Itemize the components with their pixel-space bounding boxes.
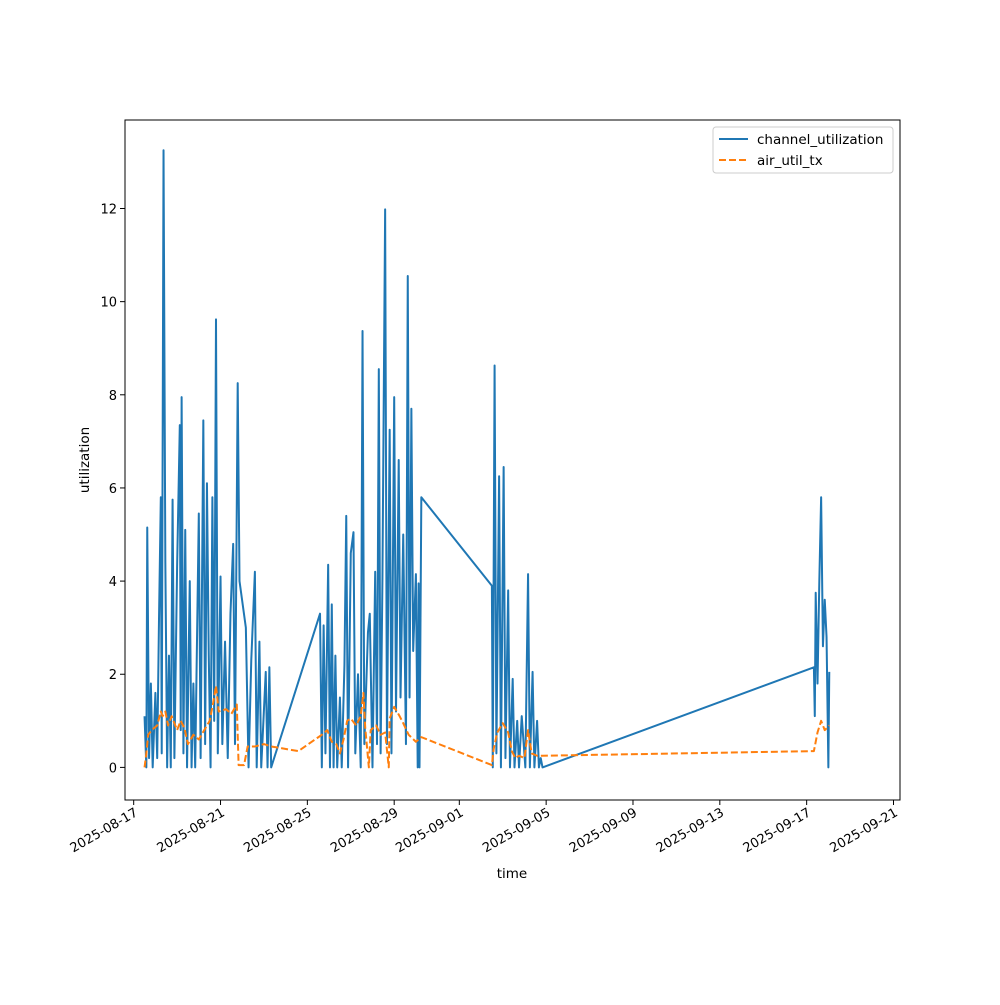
legend-label-air-util-tx: air_util_tx xyxy=(757,153,823,169)
series-line-channel-utilization xyxy=(143,149,831,769)
y-tick-label: 8 xyxy=(109,389,117,404)
x-axis-label: time xyxy=(497,866,528,882)
series-line-air-util-tx xyxy=(143,684,830,769)
plot-frame xyxy=(124,119,901,801)
y-axis: 0 2 4 6 8 10 12 xyxy=(100,202,125,776)
legend: channel_utilization air_util_tx xyxy=(712,126,894,174)
series-layer xyxy=(143,149,831,769)
y-tick-label: 2 xyxy=(109,668,117,683)
legend-box xyxy=(712,126,894,174)
y-tick-label: 12 xyxy=(100,202,117,217)
y-tick-label: 10 xyxy=(100,296,117,311)
y-tick-label: 4 xyxy=(109,575,117,590)
legend-label-channel-utilization: channel_utilization xyxy=(757,132,884,148)
y-tick-label: 6 xyxy=(109,482,117,497)
y-tick-label: 0 xyxy=(109,761,117,776)
y-axis-label: utilization xyxy=(77,427,93,493)
